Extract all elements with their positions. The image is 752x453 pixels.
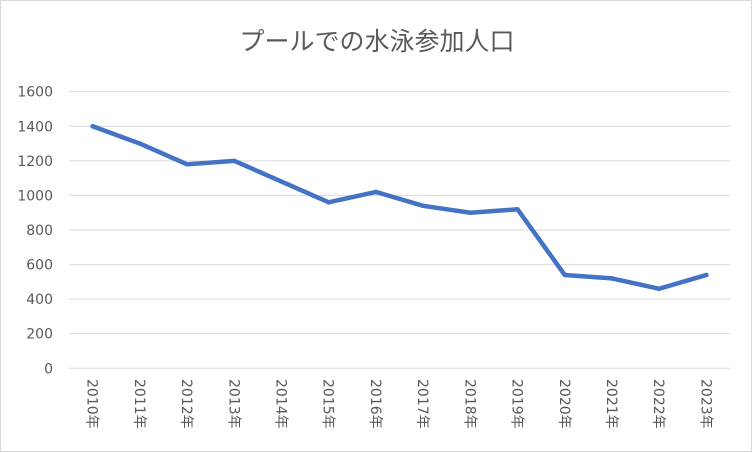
y-tick-label: 400 <box>26 292 53 308</box>
data-point <box>656 286 662 291</box>
y-tick-label: 1000 <box>17 188 53 204</box>
x-tick-label: 2019年 <box>509 379 525 429</box>
x-tick-label: 2020年 <box>556 379 572 429</box>
x-tick-label: 2017年 <box>414 379 430 429</box>
data-point <box>373 189 379 195</box>
data-point <box>326 200 331 205</box>
x-tick-label: 2013年 <box>225 379 241 429</box>
x-tick-label: 2021年 <box>603 379 619 429</box>
series-line <box>90 124 709 292</box>
data-point <box>279 179 284 184</box>
data-point <box>704 272 709 278</box>
x-tick-label: 2012年 <box>178 379 194 429</box>
x-tick-label: 2023年 <box>697 379 713 429</box>
x-tick-label: 2016年 <box>367 379 383 429</box>
x-tick-label: 2022年 <box>650 379 666 429</box>
y-tick-label: 1600 <box>17 85 53 101</box>
data-point <box>562 272 567 278</box>
data-point <box>468 210 473 215</box>
x-tick-label: 2014年 <box>272 379 288 429</box>
data-point <box>90 124 95 129</box>
y-tick-label: 1200 <box>17 154 53 170</box>
x-tick-label: 2015年 <box>320 379 336 429</box>
y-tick-label: 600 <box>26 258 53 274</box>
x-tick-label: 2018年 <box>461 379 477 429</box>
data-point <box>184 162 190 167</box>
data-point <box>515 207 520 212</box>
data-point <box>609 276 615 281</box>
x-tick-label: 2011年 <box>131 379 147 429</box>
data-point <box>232 158 237 164</box>
data-point <box>137 141 143 146</box>
y-tick-label: 800 <box>26 223 53 239</box>
x-tick-label: 2010年 <box>84 379 100 429</box>
y-tick-label: 1400 <box>17 119 53 135</box>
data-point <box>420 203 426 208</box>
y-tick-label: 0 <box>44 361 53 377</box>
chart-title: プールでの水泳参加人口 <box>239 27 514 56</box>
y-tick-label: 200 <box>26 327 53 343</box>
